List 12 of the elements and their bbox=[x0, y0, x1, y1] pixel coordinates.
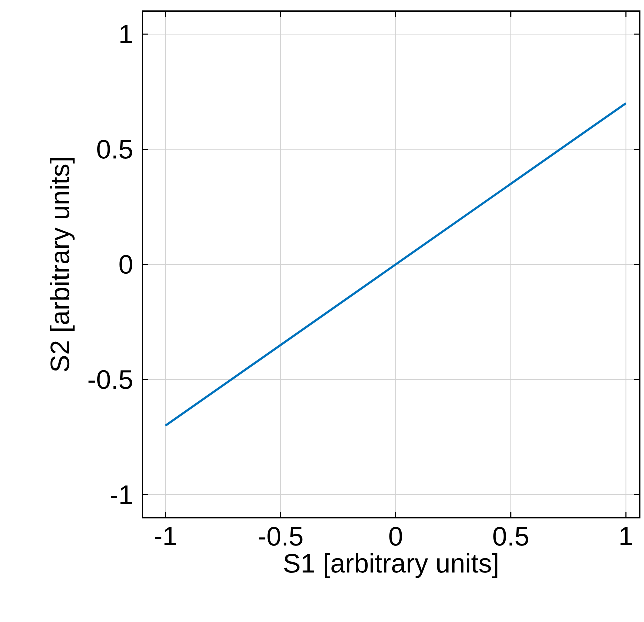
x-axis-title: S1 [arbitrary units] bbox=[284, 553, 498, 578]
y-tick-label: -1 bbox=[111, 486, 132, 504]
x-tick-label: -1 bbox=[155, 527, 176, 546]
y-tick-label: 1 bbox=[120, 25, 132, 44]
y-tick-label: 0 bbox=[120, 255, 132, 274]
x-tick-label: 0 bbox=[390, 527, 402, 546]
x-tick-label: 1 bbox=[620, 527, 632, 546]
x-tick-label: 0.5 bbox=[494, 527, 528, 546]
y-tick-label: 0.5 bbox=[97, 140, 132, 159]
x-tick-label: -0.5 bbox=[259, 527, 303, 546]
y-axis-title: S2 [arbitrary units] bbox=[50, 158, 75, 372]
y-tick-label: -0.5 bbox=[88, 370, 132, 390]
